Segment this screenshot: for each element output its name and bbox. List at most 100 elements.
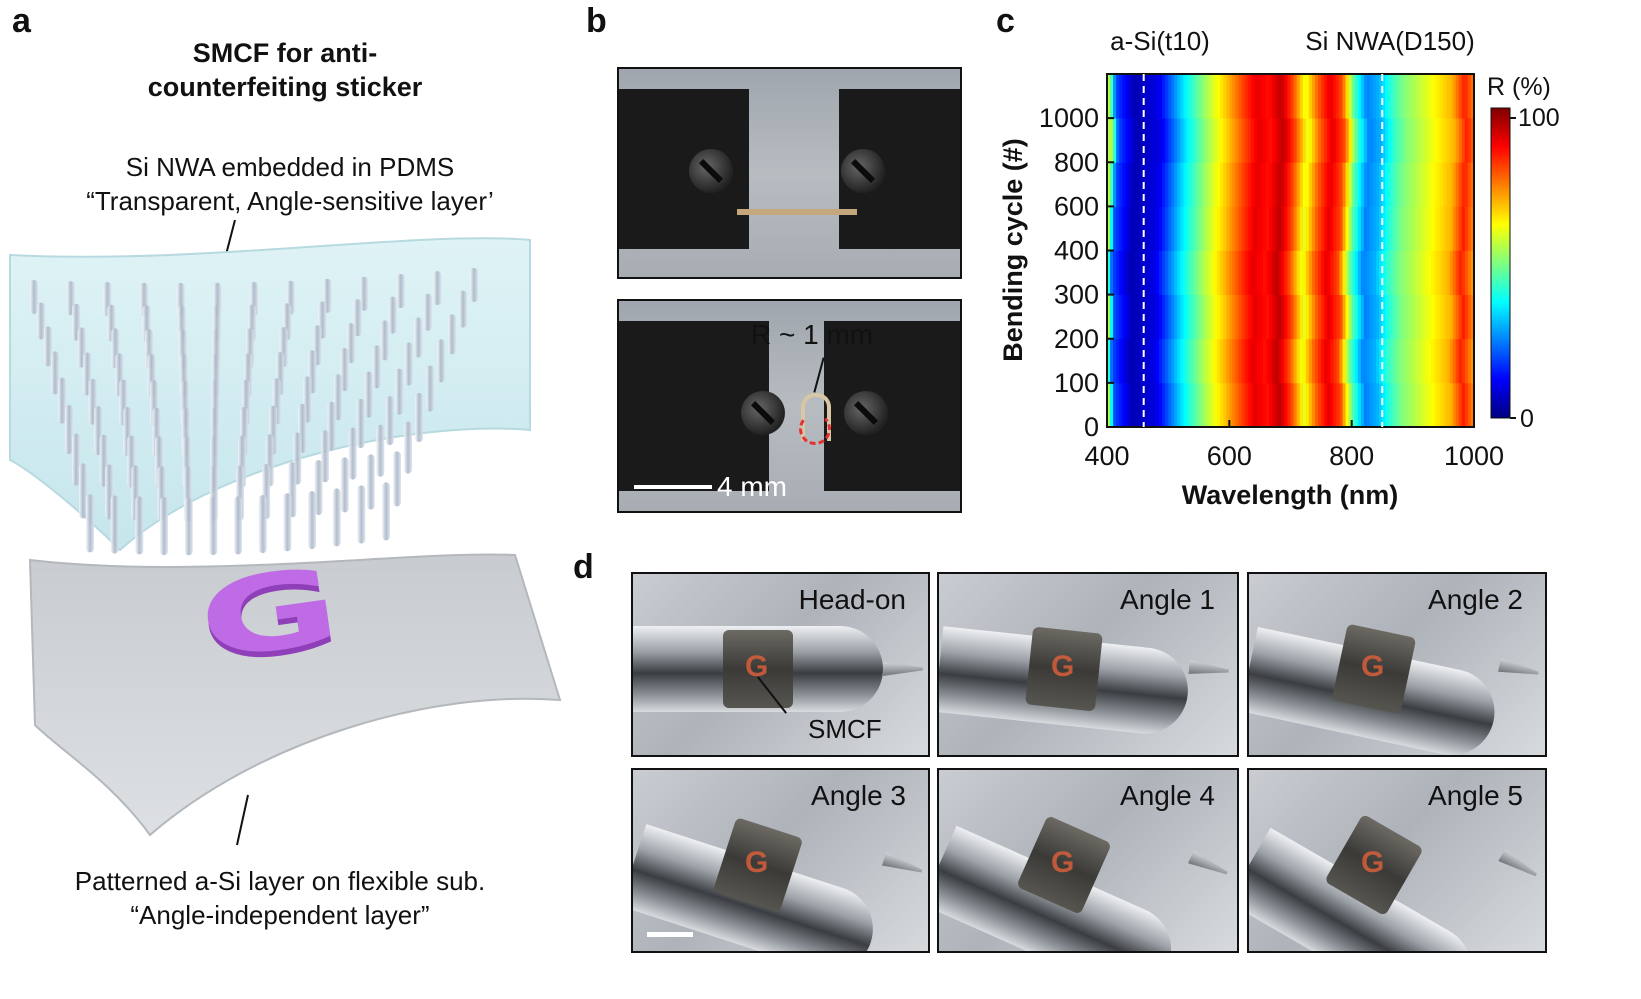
heatmap-cell — [1266, 74, 1270, 119]
heatmap-cell — [1235, 338, 1239, 384]
heatmap-cell — [1336, 250, 1340, 296]
heatmap-cell — [1272, 162, 1276, 207]
heatmap-cell — [1452, 294, 1457, 340]
heatmap-cell — [1397, 338, 1401, 384]
y-tick-label: 300 — [1054, 280, 1099, 310]
heatmap-cell — [1422, 118, 1426, 163]
heatmap-cell — [1428, 338, 1432, 384]
heatmap-cell — [1434, 250, 1438, 296]
heatmap-cell — [1207, 338, 1212, 384]
heatmap-cell — [1464, 162, 1469, 207]
heatmap-cell — [1174, 382, 1178, 428]
heatmap-cell — [1379, 118, 1383, 163]
heatmap-cell — [1446, 338, 1450, 384]
heatmap-cell — [1119, 74, 1123, 119]
heatmap-cell — [1262, 382, 1267, 428]
heatmap-cell — [1360, 118, 1365, 163]
nanowire — [234, 496, 242, 555]
heatmap-cell — [1168, 162, 1172, 207]
heatmap-cell — [1146, 382, 1151, 428]
heatmap-cell — [1455, 294, 1460, 340]
heatmap-cell — [1137, 294, 1142, 340]
heatmap-cell — [1253, 118, 1258, 163]
nanowire — [353, 299, 362, 337]
heatmap-cell — [1256, 382, 1261, 428]
heatmap-cell — [1165, 294, 1169, 340]
heatmap-cell — [1158, 382, 1163, 428]
x-tick-label: 1000 — [1444, 441, 1504, 471]
heatmap-cell — [1198, 382, 1203, 428]
heatmap-cell — [1342, 74, 1346, 119]
y-tick-label: 100 — [1054, 368, 1099, 398]
heatmap-cell — [1155, 338, 1160, 384]
heatmap-cell — [1262, 74, 1267, 119]
heatmap-cell — [1409, 382, 1414, 428]
heatmap-cell — [1314, 118, 1319, 163]
heatmap-cell — [1247, 206, 1252, 251]
heatmap-cell — [1275, 74, 1279, 119]
heatmap-cell — [1204, 162, 1209, 207]
heatmap-cell — [1400, 74, 1405, 119]
heatmap-cell — [1391, 294, 1395, 340]
heatmap-cell — [1244, 74, 1249, 119]
heatmap-cell — [1122, 250, 1126, 296]
heatmap-cell — [1339, 118, 1343, 163]
heatmap-cell — [1440, 250, 1444, 296]
heatmap-cell — [1278, 338, 1282, 384]
g-pattern: G G — [192, 544, 348, 689]
heatmap-cell — [1171, 206, 1175, 251]
heatmap-cell — [1452, 206, 1457, 251]
heatmap-cell — [1238, 118, 1242, 163]
heatmap-cell — [1422, 250, 1426, 296]
heatmap-cell — [1122, 294, 1126, 340]
heatmap-cell — [1437, 338, 1441, 384]
heatmap-cell — [1162, 382, 1166, 428]
heatmap-cell — [1143, 294, 1148, 340]
nanowire — [110, 495, 119, 554]
heatmap-cell — [1232, 162, 1236, 207]
heatmap-cell — [1455, 206, 1460, 251]
heatmap-cell — [1385, 250, 1389, 296]
heatmap-cell — [1299, 382, 1304, 428]
heatmap-cell — [1382, 74, 1386, 119]
heatmap-cell — [1443, 74, 1447, 119]
heatmap-cell — [1220, 294, 1224, 340]
heatmap-cell — [1140, 118, 1145, 163]
heatmap-cell — [1379, 206, 1383, 251]
heatmap-cell — [1125, 250, 1129, 296]
nanowire — [404, 421, 412, 474]
heatmap-cell — [1464, 382, 1469, 428]
heatmap-cell — [1449, 162, 1453, 207]
heatmap-cell — [1122, 118, 1126, 163]
heatmap-cell — [1229, 338, 1233, 384]
heatmap-cell — [1299, 206, 1304, 251]
heatmap-cell — [1238, 74, 1242, 119]
heatmap-cell — [1370, 382, 1374, 428]
nanowire — [414, 317, 423, 358]
angle-label: Head-on — [798, 584, 906, 615]
heatmap-cell — [1177, 74, 1181, 119]
y-axis-label: Bending cycle (#) — [998, 138, 1028, 362]
heatmap-cell — [1189, 206, 1194, 251]
heatmap-cell — [1418, 74, 1423, 119]
heatmap-cell — [1137, 206, 1142, 251]
heatmap-cell — [1446, 206, 1450, 251]
heatmap-cell — [1226, 162, 1230, 207]
heatmap-cell — [1152, 74, 1157, 119]
heatmap-cell — [1207, 206, 1212, 251]
heatmap-cell — [1308, 118, 1313, 163]
heatmap-cell — [1397, 382, 1401, 428]
heatmap-cell — [1168, 206, 1172, 251]
heatmap-cell — [1385, 294, 1389, 340]
heatmap-cell — [1330, 250, 1334, 296]
heatmap-cell — [1458, 162, 1463, 207]
heatmap-cell — [1241, 206, 1246, 251]
heatmap-cell — [1437, 206, 1441, 251]
heatmap-cell — [1385, 382, 1389, 428]
heatmap-cell — [1192, 338, 1197, 384]
heatmap-cell — [1207, 162, 1212, 207]
heatmap-cell — [1434, 118, 1438, 163]
heatmap-cell — [1189, 162, 1194, 207]
heatmap-cell — [1330, 74, 1334, 119]
heatmap-cell — [1302, 162, 1307, 207]
